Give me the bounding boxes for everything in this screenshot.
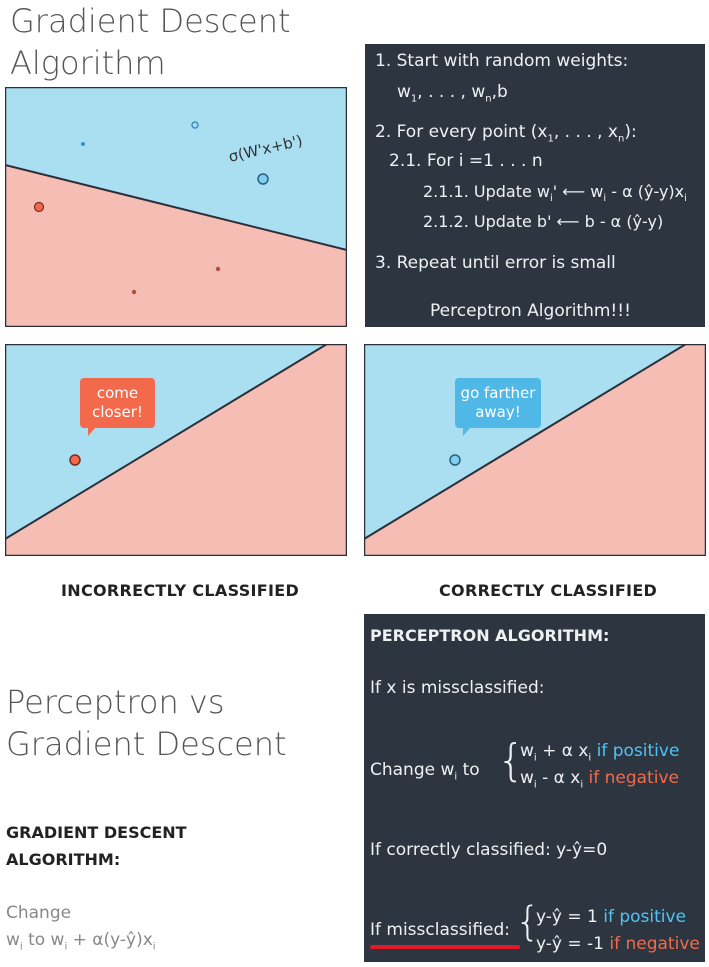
missclassified-line: If x is missclassified: (370, 678, 545, 698)
correct-plot (364, 344, 706, 556)
come-closer-bubble: come closer! (80, 378, 155, 428)
perceptron-panel: PERCEPTRON ALGORITHM: If x is missclassi… (364, 614, 705, 962)
step-1-vars: w1, . . . , wn,b (397, 82, 508, 105)
point-red-small (215, 266, 221, 272)
top-plot: σ(W'x+b') (5, 87, 347, 327)
gd-heading: GRADIENT DESCENT ALGORITHM: (6, 823, 187, 869)
plot-border (364, 344, 706, 556)
missclassified-case: If missclassified: (370, 920, 511, 940)
panel-footer: Perceptron Algorithm!!! (430, 301, 631, 321)
plot-border (5, 87, 347, 327)
bubble-tail (463, 427, 471, 436)
boundary-line (364, 344, 687, 540)
bubble-tail (88, 427, 96, 436)
point-blue-large (257, 173, 269, 185)
red-underline (370, 945, 520, 949)
correct-line: If correctly classified: y-ŷ=0 (370, 840, 608, 860)
point-blue-classified (449, 454, 461, 466)
boundary-line (5, 344, 328, 540)
incorrect-plot (5, 344, 347, 556)
section-title: Perceptron vs Gradient Descent (6, 683, 287, 763)
case-negative: wi - α xi if negative (520, 768, 679, 791)
mc-positive: y-ŷ = 1 if positive (536, 907, 687, 927)
page-title: Gradient Descent Algorithm (10, 2, 291, 82)
boundary-line (5, 164, 347, 251)
perceptron-heading: PERCEPTRON ALGORITHM: (370, 626, 610, 645)
point-red-large (33, 201, 45, 213)
plot-border (5, 344, 347, 556)
gd-text: Change wi to wi + α(y-ŷ)xi (6, 903, 156, 953)
step-2-1-2: 2.1.2. Update b' ⟵ b - α (ŷ-y) (423, 212, 664, 231)
point-blue-medium (191, 121, 199, 129)
point-red-misclassified (69, 454, 81, 466)
case-positive: wi + α xi if positive (520, 741, 680, 764)
region-red (5, 165, 347, 327)
go-farther-bubble: go farther away! (455, 378, 541, 428)
algorithm-panel: 1. Start with random weights: w1, . . . … (365, 44, 705, 327)
step-2-1-1: 2.1.1. Update wi' ⟵ wi - α (ŷ-y)xi (423, 182, 687, 205)
point-blue-small (81, 142, 85, 146)
mc-negative: y-ŷ = -1 if negative (536, 934, 700, 954)
change-line: Change wi to (370, 760, 480, 783)
step-2: 2. For every point (x1, . . . , xn): (375, 122, 637, 145)
step-1: 1. Start with random weights: (375, 51, 629, 71)
brace-icon: { (497, 735, 525, 786)
brace-icon: { (515, 899, 541, 945)
step-3: 3. Repeat until error is small (375, 253, 616, 273)
step-2-1: 2.1. For i =1 . . . n (389, 151, 543, 171)
point-red-small (131, 289, 137, 295)
incorrect-caption: INCORRECTLY CLASSIFIED (61, 581, 300, 600)
correct-caption: CORRECTLY CLASSIFIED (439, 581, 658, 600)
